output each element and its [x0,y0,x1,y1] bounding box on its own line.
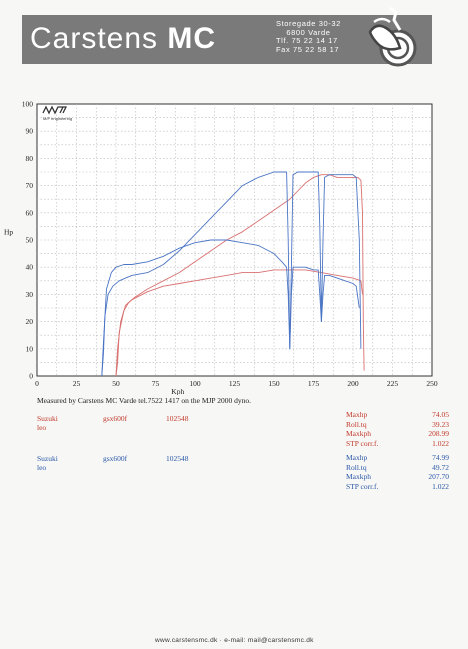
stat-key: Maxkph [346,472,371,482]
y-tick-label: 30 [26,290,34,299]
y-axis-label: Hp [4,228,13,237]
run-make: Suzuki [37,414,58,423]
y-tick-label: 20 [26,317,34,326]
stat-key: Maxkph [346,429,371,439]
run-2-make: Suzuki leo [37,454,58,472]
mjp-logo-icon [42,105,68,115]
x-axis-label: Kph [171,387,184,395]
stat-row: Maxkph 207.70 [346,472,449,482]
motorcycle-logo-icon [368,6,417,67]
x-tick-label: 25 [73,379,81,388]
run-model: gsx600f [103,454,128,463]
footer-contact: www.carstensmc.dk · e-mail: mail@carsten… [155,637,314,644]
stat-key: Maxhp [346,410,368,419]
run-rider: leo [37,423,47,432]
y-tick-label: 70 [26,181,34,190]
y-tick-label: 50 [26,236,34,245]
y-tick-label: 0 [29,372,33,381]
stat-key: Roll.tq [346,419,367,429]
address-block: Storegade 30-32 6800 Varde Tlf. 75 22 14… [276,19,341,54]
stat-value: 207.70 [428,472,449,482]
stat-row: Maxhp 74.99 [346,453,449,463]
address-line: 6800 Varde [286,27,331,37]
x-tick-label: 75 [152,379,160,388]
run-2-stats: Maxhp 74.99 Roll.tq 49.72 Maxkph 207.70 STP… [346,453,449,491]
run-1-stats: Maxhp 74.05 Roll.tq 39.23 Maxkph 208.99 STP… [346,410,449,448]
run-model: gsx600f [103,414,128,423]
series-line-torque [115,269,363,377]
run-number: 102548 [166,414,189,423]
mjp-logo-text: M/P engineering [43,116,72,121]
y-tick-label: 100 [22,100,34,109]
chart-svg: 0 25 50 75 100 125 150 175 200 225 250 0 10 20 30 40 50 6… [4,100,438,397]
run-number: 102548 [166,454,189,463]
x-tick-label: 50 [112,379,120,388]
stat-key: STP corr.f. [346,481,379,491]
x-tick-label: 250 [426,379,438,388]
stat-key: STP corr.f. [346,438,379,448]
stat-value: 1.022 [432,438,449,448]
y-tick-label: 40 [26,263,34,272]
brand-light: Carstens [30,22,168,55]
x-tick-label: 125 [229,379,241,388]
x-tick-label: 175 [308,379,320,388]
run-1-make: Suzuki leo [37,414,58,432]
stat-value: 74.05 [432,410,449,419]
address-line: Storegade 30-32 [276,19,341,28]
stat-value: 39.23 [432,419,449,429]
stat-row: Maxkph 208.99 [346,429,449,439]
x-tick-label: 0 [35,379,39,388]
y-tick-label: 60 [26,208,34,217]
y-tick-label: 90 [26,127,34,136]
run-rider: leo [37,463,47,472]
x-tick-label: 150 [268,379,280,388]
series-line-power [101,171,362,377]
brand-bold: MC [167,22,217,55]
stat-key: Maxhp [346,453,368,462]
stat-value: 208.99 [428,429,449,439]
stat-row: Maxhp 74.05 [346,410,449,420]
stat-row: STP corr.f. 1.022 [346,439,449,449]
stat-key: Roll.tq [346,462,367,472]
letterhead-banner [22,15,432,64]
x-tick-label: 225 [387,379,399,388]
stat-value: 49.72 [432,462,449,472]
dyno-chart: 0 25 50 75 100 125 150 175 200 225 250 0 10 20 30 40 50 6… [0,95,468,397]
x-tick-label: 100 [189,379,201,388]
brand-name: Carstens MC [30,22,216,56]
measured-note: Measured by Carstens MC Varde tel.7522 1… [37,396,251,405]
x-tick-label: 200 [347,379,359,388]
y-tick-label: 10 [26,344,34,353]
stat-row: Roll.tq 39.23 [346,420,449,430]
run-make: Suzuki [37,454,58,463]
y-tick-label: 80 [26,154,34,163]
stat-value: 74.99 [432,453,449,462]
series-line-torque [101,239,360,377]
stat-row: Roll.tq 49.72 [346,463,449,473]
stat-value: 1.022 [432,481,449,491]
address-line: Tlf. 75 22 14 17 [276,36,338,46]
stat-row: STP corr.f. 1.022 [346,482,449,492]
address-line: Fax 75 22 58 17 [276,44,340,54]
